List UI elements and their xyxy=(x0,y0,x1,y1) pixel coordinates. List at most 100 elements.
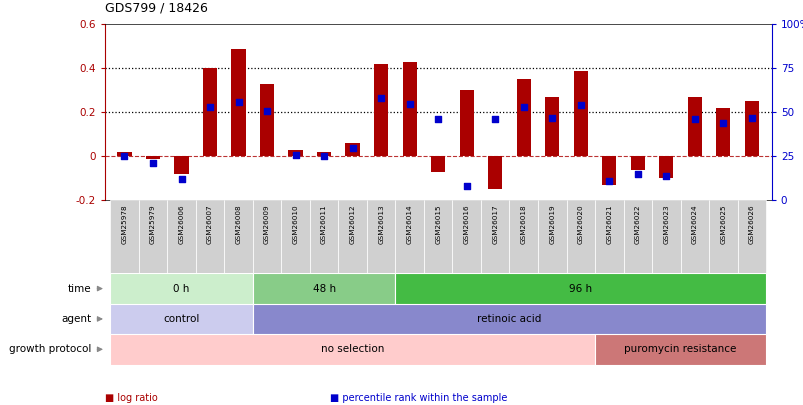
Text: GSM26008: GSM26008 xyxy=(235,204,241,244)
Bar xyxy=(345,143,359,156)
Text: GSM26017: GSM26017 xyxy=(491,204,498,244)
Text: GSM25979: GSM25979 xyxy=(150,204,156,244)
Text: GSM26023: GSM26023 xyxy=(662,204,668,244)
Bar xyxy=(110,200,139,273)
Text: GSM26007: GSM26007 xyxy=(207,204,213,244)
Text: ■ percentile rank within the sample: ■ percentile rank within the sample xyxy=(329,393,507,403)
Bar xyxy=(316,152,331,156)
Bar xyxy=(196,200,224,273)
Bar xyxy=(630,156,644,170)
Text: control: control xyxy=(163,314,199,324)
Bar xyxy=(288,150,303,156)
Bar xyxy=(708,200,736,273)
Text: GSM26014: GSM26014 xyxy=(406,204,412,244)
Bar xyxy=(658,156,673,179)
Bar xyxy=(566,200,594,273)
Bar xyxy=(110,334,594,364)
Text: GSM26016: GSM26016 xyxy=(463,204,469,244)
Bar xyxy=(366,200,395,273)
Text: GSM26009: GSM26009 xyxy=(263,204,270,244)
Bar xyxy=(651,200,679,273)
Bar xyxy=(744,101,758,156)
Bar xyxy=(231,49,246,156)
Point xyxy=(289,151,302,158)
Text: GSM26025: GSM26025 xyxy=(719,204,725,244)
Bar xyxy=(252,304,765,334)
Point xyxy=(545,115,558,121)
Text: ■ log ratio: ■ log ratio xyxy=(104,393,157,403)
Text: GSM26015: GSM26015 xyxy=(434,204,441,244)
Point xyxy=(659,173,672,179)
Bar xyxy=(117,152,132,156)
Point xyxy=(630,171,643,177)
Point xyxy=(459,183,472,190)
Point xyxy=(346,145,359,151)
Bar xyxy=(679,200,708,273)
Bar xyxy=(281,200,309,273)
Bar xyxy=(537,200,566,273)
Text: no selection: no selection xyxy=(320,344,384,354)
Bar xyxy=(309,200,338,273)
Text: GSM26022: GSM26022 xyxy=(634,204,640,244)
Text: GSM26021: GSM26021 xyxy=(605,204,612,244)
Text: GSM26026: GSM26026 xyxy=(748,204,754,244)
Text: GSM26019: GSM26019 xyxy=(548,204,555,244)
Bar xyxy=(687,97,701,156)
Point xyxy=(573,102,586,109)
Text: GDS799 / 18426: GDS799 / 18426 xyxy=(104,1,207,14)
Text: GSM25978: GSM25978 xyxy=(121,204,128,244)
Bar xyxy=(338,200,366,273)
Text: puromycin resistance: puromycin resistance xyxy=(624,344,736,354)
Bar xyxy=(573,70,587,156)
Point xyxy=(118,153,131,160)
Point xyxy=(374,95,387,102)
Point xyxy=(146,160,159,167)
Bar xyxy=(252,273,395,304)
Text: GSM26024: GSM26024 xyxy=(691,204,697,244)
Text: GSM26018: GSM26018 xyxy=(520,204,526,244)
Text: GSM26012: GSM26012 xyxy=(349,204,355,244)
Point xyxy=(716,120,729,126)
Bar xyxy=(430,156,445,172)
Text: retinoic acid: retinoic acid xyxy=(477,314,541,324)
Text: time: time xyxy=(67,284,91,294)
Bar xyxy=(487,156,502,190)
Bar xyxy=(594,200,623,273)
Point xyxy=(488,116,501,123)
Bar xyxy=(509,200,537,273)
Bar xyxy=(402,62,416,156)
Bar xyxy=(395,273,765,304)
Bar xyxy=(395,200,423,273)
Bar xyxy=(516,79,530,156)
Point xyxy=(744,115,757,121)
Bar xyxy=(594,334,765,364)
Bar xyxy=(459,90,473,156)
Bar xyxy=(145,156,160,159)
Bar xyxy=(252,200,281,273)
Point xyxy=(317,153,330,160)
Bar xyxy=(139,200,167,273)
Text: GSM26010: GSM26010 xyxy=(292,204,298,244)
Bar xyxy=(452,200,480,273)
Text: 48 h: 48 h xyxy=(312,284,336,294)
Text: GSM26020: GSM26020 xyxy=(577,204,583,244)
Text: GSM26011: GSM26011 xyxy=(320,204,327,244)
Bar xyxy=(110,273,252,304)
Bar xyxy=(167,200,196,273)
Point xyxy=(687,116,700,123)
Bar xyxy=(110,304,252,334)
Text: GSM26006: GSM26006 xyxy=(178,204,185,244)
Text: 96 h: 96 h xyxy=(569,284,592,294)
Point xyxy=(602,178,615,184)
Text: GSM26013: GSM26013 xyxy=(377,204,384,244)
Bar xyxy=(259,84,274,156)
Bar xyxy=(601,156,616,185)
Point xyxy=(516,104,529,110)
Point xyxy=(260,107,273,114)
Text: agent: agent xyxy=(61,314,91,324)
Point xyxy=(175,176,188,183)
Text: growth protocol: growth protocol xyxy=(9,344,91,354)
Point xyxy=(403,100,416,107)
Bar xyxy=(623,200,651,273)
Bar xyxy=(174,156,189,174)
